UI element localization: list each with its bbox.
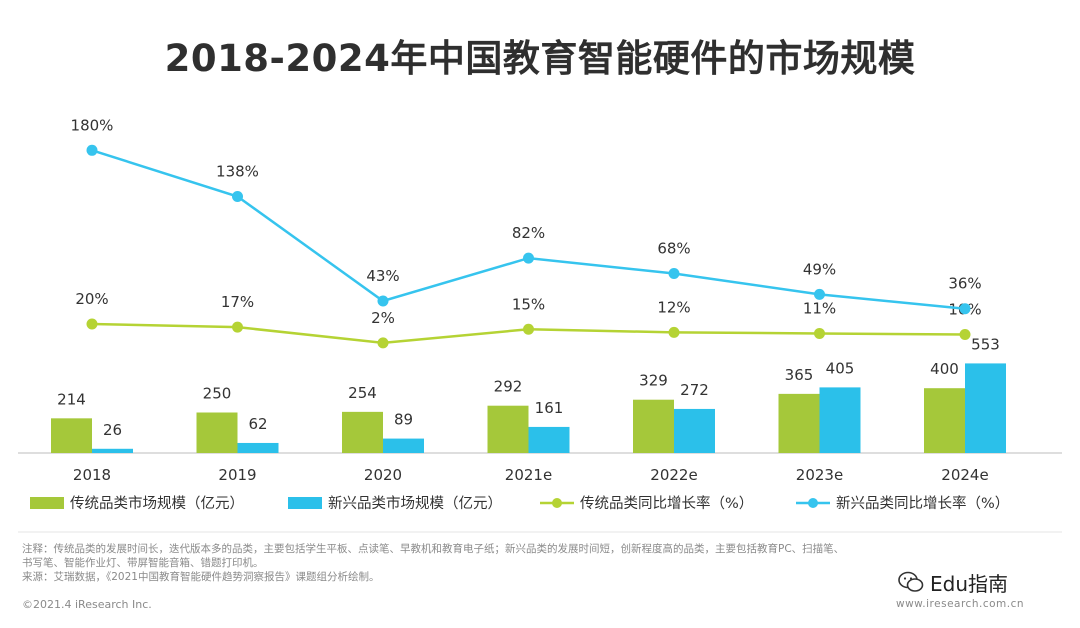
point-emerging-growth xyxy=(668,268,680,279)
bar-traditional xyxy=(487,405,529,453)
legend-label: 新兴品类市场规模（亿元） xyxy=(328,495,502,512)
point-emerging-growth xyxy=(86,144,98,156)
point-emerging-growth xyxy=(523,252,534,264)
line-label-emerging: 138% xyxy=(216,163,259,181)
line-label-emerging: 180% xyxy=(71,116,114,134)
point-traditional-growth xyxy=(814,327,825,339)
line-label-traditional: 17% xyxy=(221,293,254,311)
point-emerging-growth xyxy=(959,303,971,315)
watermark-text: Edu指南 xyxy=(930,571,1009,596)
line-label-traditional: 15% xyxy=(512,295,545,313)
line-label-traditional: 11% xyxy=(803,299,836,317)
point-emerging-growth xyxy=(377,295,389,307)
bar-emerging xyxy=(383,438,424,453)
legend-label: 传统品类同比增长率（%） xyxy=(580,495,753,512)
footnote: 书写笔、智能作业灯、带屏智能音箱、错题打印机。 xyxy=(22,557,264,569)
bar-emerging xyxy=(674,408,715,453)
bar-traditional xyxy=(342,411,383,453)
source-note: 来源：艾瑞数据，《2021中国教育智能硬件趋势洞察报告》课题组分析绘制。 xyxy=(22,571,380,583)
point-traditional-growth xyxy=(959,329,971,340)
bar-emerging xyxy=(819,387,861,453)
bar-emerging xyxy=(965,363,1006,453)
bar-traditional xyxy=(924,388,965,453)
point-emerging-growth xyxy=(814,288,825,300)
line-label-traditional: 12% xyxy=(657,298,690,316)
x-tick-label: 2023e xyxy=(796,466,843,484)
line-label-emerging: 49% xyxy=(803,260,836,278)
line-label-emerging: 36% xyxy=(948,275,981,293)
bar-label-emerging: 89 xyxy=(394,411,413,429)
bar-label-traditional: 292 xyxy=(494,378,523,396)
bar-label-emerging: 272 xyxy=(680,381,709,399)
bar-label-traditional: 400 xyxy=(930,360,959,378)
bar-label-emerging: 62 xyxy=(248,415,267,433)
line-label-traditional: 2% xyxy=(371,309,395,327)
bar-label-traditional: 329 xyxy=(639,372,668,390)
x-tick-label: 2024e xyxy=(941,466,988,484)
bar-label-emerging: 161 xyxy=(535,399,564,417)
x-tick-label: 2019 xyxy=(218,466,256,484)
legend-swatch-marker xyxy=(552,498,562,508)
bar-traditional xyxy=(778,393,820,453)
legend-swatch-marker xyxy=(808,498,818,508)
site-url: www.iresearch.com.cn xyxy=(896,598,1025,610)
bar-traditional xyxy=(196,412,238,453)
legend-swatch-bar xyxy=(30,497,64,509)
chart-title: 2018-2024年中国教育智能硬件的市场规模 xyxy=(164,37,916,80)
bar-emerging xyxy=(237,442,279,453)
wechat-icon xyxy=(898,571,924,592)
bar-emerging xyxy=(92,448,133,453)
point-emerging-growth xyxy=(232,191,243,202)
line-label-emerging: 43% xyxy=(366,267,399,285)
bar-label-traditional: 254 xyxy=(348,384,377,402)
bar-traditional xyxy=(51,418,92,453)
legend-label: 传统品类市场规模（亿元） xyxy=(70,495,244,512)
point-traditional-growth xyxy=(523,323,534,335)
watermark: Edu指南 xyxy=(898,568,1008,596)
line-label-traditional: 20% xyxy=(75,290,108,308)
x-tick-label: 2022e xyxy=(650,466,697,484)
bar-label-traditional: 250 xyxy=(203,385,232,403)
legend-swatch-bar xyxy=(288,497,322,509)
footnote: 注释：传统品类的发展时间长，迭代版本多的品类，主要包括学生平板、点读笔、早教机和… xyxy=(22,543,845,555)
copyright: ©2021.4 iResearch Inc. xyxy=(22,598,152,611)
point-traditional-growth xyxy=(377,337,389,349)
x-tick-label: 2021e xyxy=(505,466,552,484)
bar-traditional xyxy=(633,399,674,453)
legend-label: 新兴品类同比增长率（%） xyxy=(836,495,1009,512)
bar-label-emerging: 553 xyxy=(971,335,1000,353)
bar-label-traditional: 365 xyxy=(785,366,814,384)
bar-emerging xyxy=(528,426,570,453)
line-label-emerging: 68% xyxy=(657,240,690,258)
line-label-emerging: 82% xyxy=(512,224,545,242)
bar-label-emerging: 405 xyxy=(826,359,855,377)
x-tick-label: 2020 xyxy=(364,466,402,484)
x-tick-label: 2018 xyxy=(73,466,111,484)
point-traditional-growth xyxy=(232,321,243,333)
point-traditional-growth xyxy=(668,326,680,338)
bar-label-emerging: 26 xyxy=(103,421,122,439)
bar-label-traditional: 214 xyxy=(57,390,86,408)
point-traditional-growth xyxy=(86,318,98,330)
